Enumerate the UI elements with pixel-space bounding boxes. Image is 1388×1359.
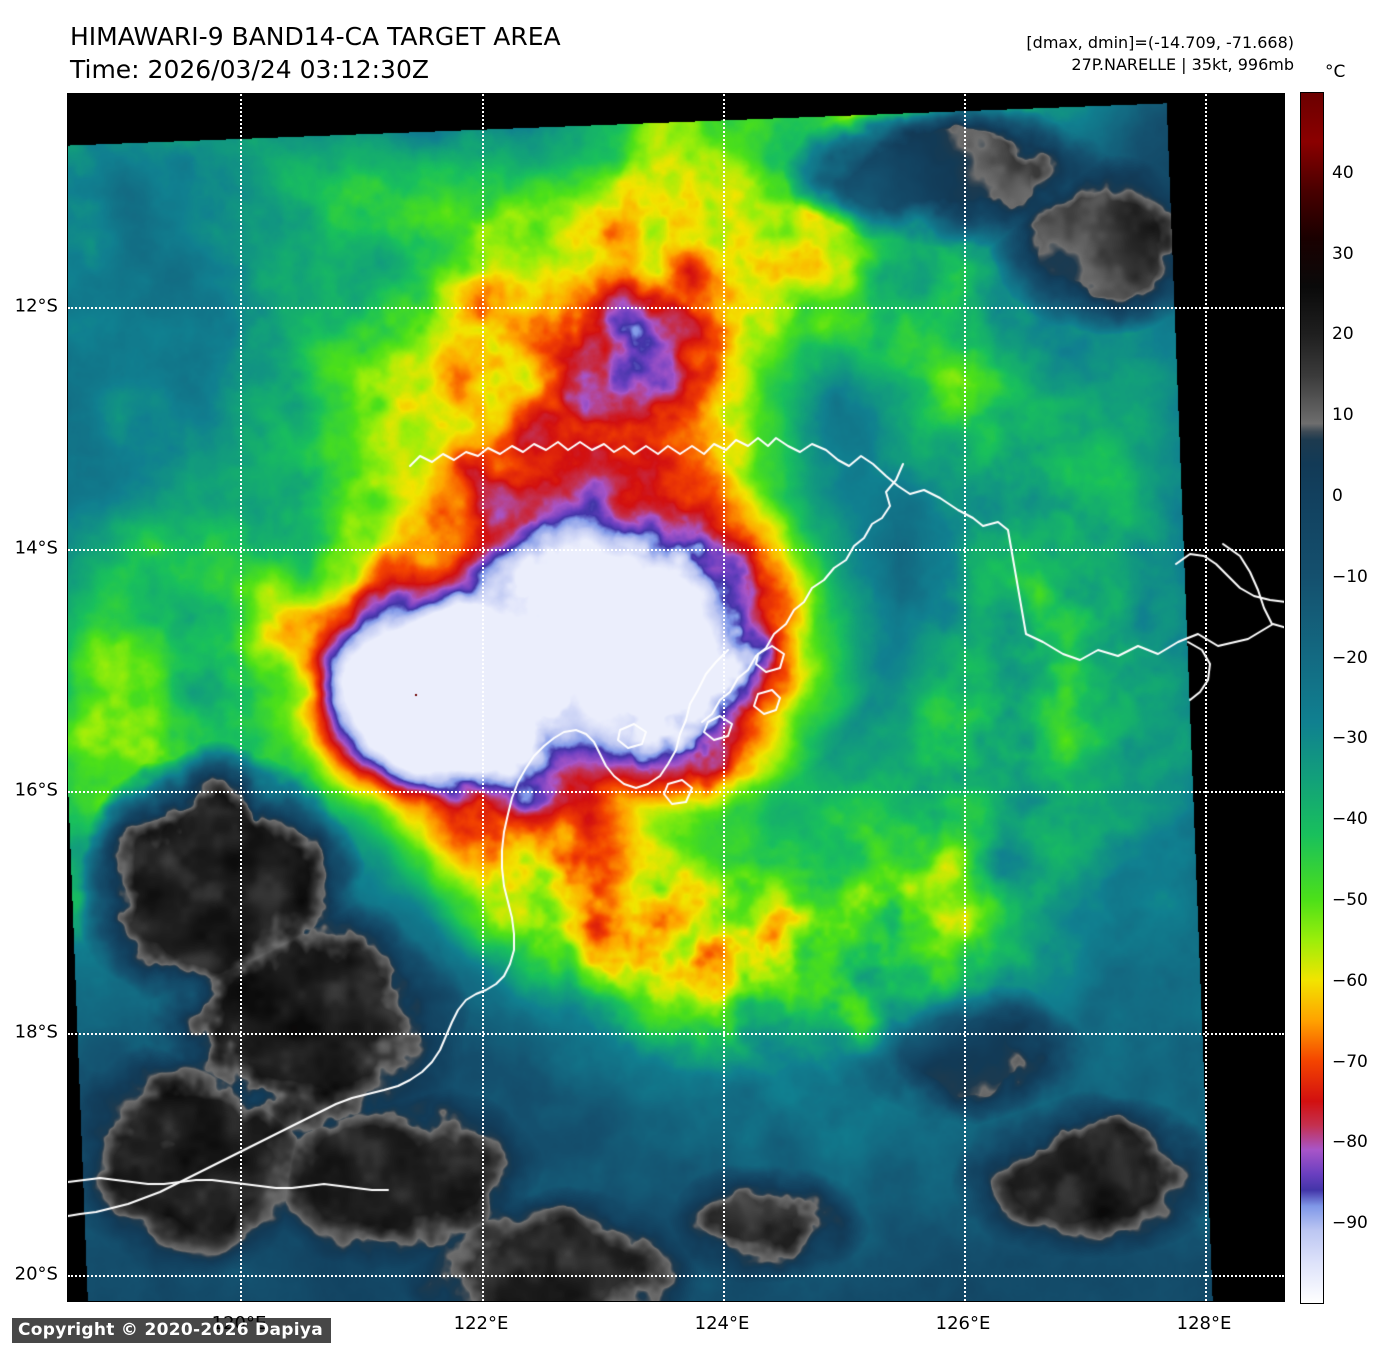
colorbar-tick: −80 bbox=[1332, 1132, 1368, 1153]
colorbar-tick: 0 bbox=[1332, 486, 1343, 506]
longitude-tick-label: 126°E bbox=[935, 1313, 991, 1334]
colorbar-tick: 20 bbox=[1332, 324, 1354, 345]
colorbar-tick: −10 bbox=[1332, 566, 1368, 587]
storm-id-readout: 27P.NARELLE | 35kt, 996mb bbox=[1071, 55, 1294, 74]
longitude-tick-label: 124°E bbox=[694, 1313, 750, 1334]
title-line-1: HIMAWARI-9 BAND14-CA TARGET AREA bbox=[70, 22, 561, 51]
colorbar-unit-label: °C bbox=[1325, 62, 1346, 82]
satellite-infrared-raster bbox=[68, 94, 1284, 1301]
dmax-dmin-readout: [dmax, dmin]=(-14.709, -71.668) bbox=[1026, 33, 1294, 52]
latitude-tick-label: 12°S bbox=[14, 295, 58, 317]
colorbar-tick: −40 bbox=[1332, 809, 1368, 830]
colorbar-tick: −20 bbox=[1332, 647, 1368, 668]
title-line-2: Time: 2026/03/24 03:12:30Z bbox=[70, 55, 429, 84]
scene-metadata: [dmax, dmin]=(-14.709, -71.668) 27P.NARE… bbox=[1026, 32, 1294, 76]
latitude-tick-label: 20°S bbox=[14, 1263, 58, 1285]
colorbar-tick: −60 bbox=[1332, 970, 1368, 991]
page-title: HIMAWARI-9 BAND14-CA TARGET AREA Time: 2… bbox=[70, 20, 561, 86]
colorbar-tick: 30 bbox=[1332, 243, 1354, 264]
latitude-tick-label: 18°S bbox=[14, 1021, 58, 1043]
colorbar[interactable] bbox=[1300, 92, 1324, 1304]
copyright-notice: Copyright © 2020-2026 Dapiya bbox=[12, 1318, 331, 1343]
colorbar-tick: −70 bbox=[1332, 1051, 1368, 1072]
colorbar-tick: 10 bbox=[1332, 405, 1354, 426]
latitude-tick-label: 14°S bbox=[14, 537, 58, 559]
colorbar-tick: 40 bbox=[1332, 162, 1354, 183]
colorbar-tick: −50 bbox=[1332, 890, 1368, 910]
longitude-tick-label: 128°E bbox=[1176, 1313, 1232, 1334]
latitude-tick-label: 16°S bbox=[14, 779, 58, 801]
colorbar-tick: −30 bbox=[1332, 728, 1368, 749]
colorbar-gradient bbox=[1301, 93, 1323, 1303]
satellite-image-plot[interactable] bbox=[67, 93, 1285, 1302]
colorbar-tick: −90 bbox=[1332, 1213, 1368, 1234]
longitude-tick-label: 122°E bbox=[453, 1313, 509, 1334]
